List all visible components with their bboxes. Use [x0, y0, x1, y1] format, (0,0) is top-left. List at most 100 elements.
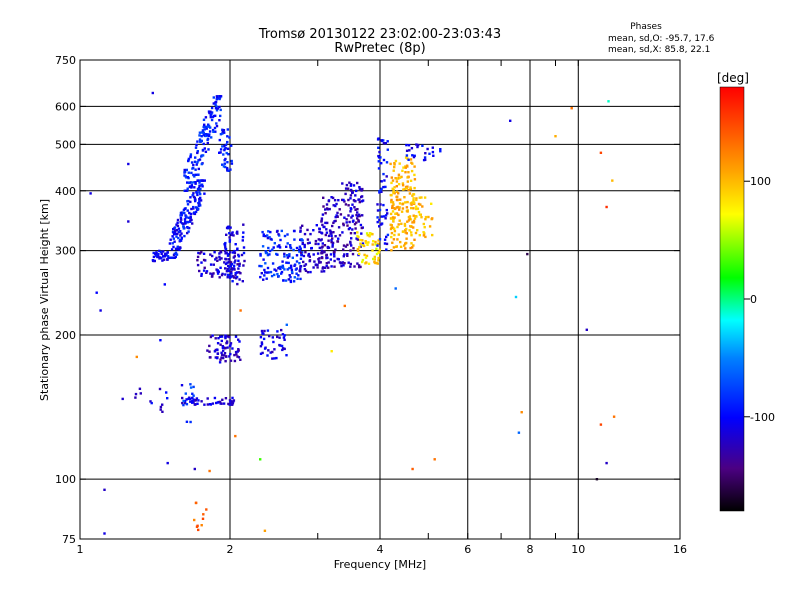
- echo-point: [189, 420, 192, 424]
- echo-point: [413, 178, 417, 181]
- echo-point: [219, 343, 222, 346]
- echo-point: [200, 524, 203, 527]
- echo-point: [351, 203, 354, 206]
- echo-point: [236, 355, 239, 358]
- echo-point: [364, 240, 367, 243]
- echo-point: [405, 227, 408, 231]
- echo-point: [186, 220, 190, 224]
- echo-point: [213, 126, 217, 130]
- echo-point: [216, 272, 220, 275]
- echo-point: [398, 162, 401, 165]
- echo-point: [165, 254, 168, 257]
- echo-point: [228, 355, 231, 358]
- echo-point: [191, 392, 194, 395]
- echo-point: [226, 346, 229, 349]
- echo-point: [225, 355, 228, 358]
- echo-point: [266, 329, 270, 332]
- echo-point: [228, 275, 232, 278]
- echo-point: [406, 220, 409, 223]
- echo-point: [356, 238, 359, 241]
- echo-point: [269, 270, 273, 274]
- echo-point: [410, 206, 413, 210]
- echo-point: [189, 383, 192, 386]
- echo-point: [316, 263, 319, 266]
- echo-point: [303, 243, 306, 247]
- data-points: [89, 91, 616, 535]
- echo-point: [135, 355, 138, 359]
- echo-point: [185, 215, 188, 218]
- echo-point: [238, 262, 241, 265]
- echo-point: [354, 194, 357, 197]
- echo-point: [405, 143, 408, 147]
- echo-point: [234, 274, 237, 277]
- echo-point: [221, 163, 224, 166]
- echo-point: [309, 232, 312, 236]
- echo-point: [215, 98, 218, 101]
- echo-point: [419, 203, 422, 206]
- echo-point: [192, 166, 195, 170]
- echo-point: [198, 252, 202, 255]
- echo-point: [158, 249, 161, 253]
- echo-point: [215, 401, 218, 405]
- echo-point: [189, 220, 192, 223]
- echo-point: [266, 266, 270, 270]
- echo-point: [216, 356, 219, 360]
- echo-point: [318, 257, 321, 260]
- echo-point: [400, 210, 404, 213]
- echo-point: [364, 256, 368, 259]
- echo-point: [335, 214, 338, 217]
- echo-point: [197, 399, 200, 402]
- echo-point: [179, 239, 183, 242]
- echo-point: [172, 231, 175, 235]
- echo-point: [410, 161, 413, 164]
- echo-point: [397, 213, 400, 217]
- colorbar-tick-label: -100: [750, 411, 775, 424]
- echo-point: [232, 234, 235, 237]
- echo-point: [192, 385, 195, 389]
- echo-point: [271, 262, 275, 265]
- echo-point: [232, 267, 236, 270]
- echo-point: [599, 423, 603, 426]
- echo-point: [134, 392, 138, 396]
- echo-point: [189, 400, 192, 403]
- echo-point: [585, 328, 588, 331]
- echo-point: [259, 252, 262, 256]
- echo-point: [269, 230, 272, 234]
- echo-point: [380, 187, 383, 190]
- echo-point: [352, 199, 356, 202]
- echo-point: [212, 102, 215, 105]
- legend-heading: Phases: [630, 22, 662, 32]
- echo-point: [330, 240, 333, 244]
- echo-point: [391, 210, 395, 213]
- echo-point: [346, 224, 349, 227]
- echo-point: [221, 128, 224, 131]
- echo-point: [350, 244, 353, 247]
- echo-point: [303, 232, 307, 236]
- echo-point: [323, 244, 327, 247]
- echo-point: [218, 97, 221, 101]
- echo-point: [197, 528, 200, 532]
- echo-point: [199, 187, 202, 191]
- echo-point: [230, 272, 233, 275]
- echo-point: [407, 219, 411, 222]
- echo-point: [159, 405, 163, 409]
- echo-point: [341, 182, 344, 185]
- echo-point: [193, 211, 196, 214]
- echo-point: [166, 251, 169, 254]
- echo-point: [401, 207, 405, 210]
- echo-point: [160, 252, 163, 256]
- echo-point: [410, 234, 413, 237]
- echo-point: [312, 266, 315, 269]
- echo-point: [262, 233, 265, 236]
- echo-point: [152, 255, 156, 259]
- echo-point: [183, 211, 186, 215]
- echo-point: [209, 356, 212, 359]
- echo-point: [401, 169, 404, 172]
- echo-point: [421, 205, 424, 208]
- echo-point: [286, 233, 289, 236]
- echo-point: [192, 207, 195, 210]
- echo-point: [346, 187, 350, 190]
- echo-point: [272, 340, 275, 344]
- echo-point: [193, 467, 196, 471]
- echo-point: [197, 251, 200, 255]
